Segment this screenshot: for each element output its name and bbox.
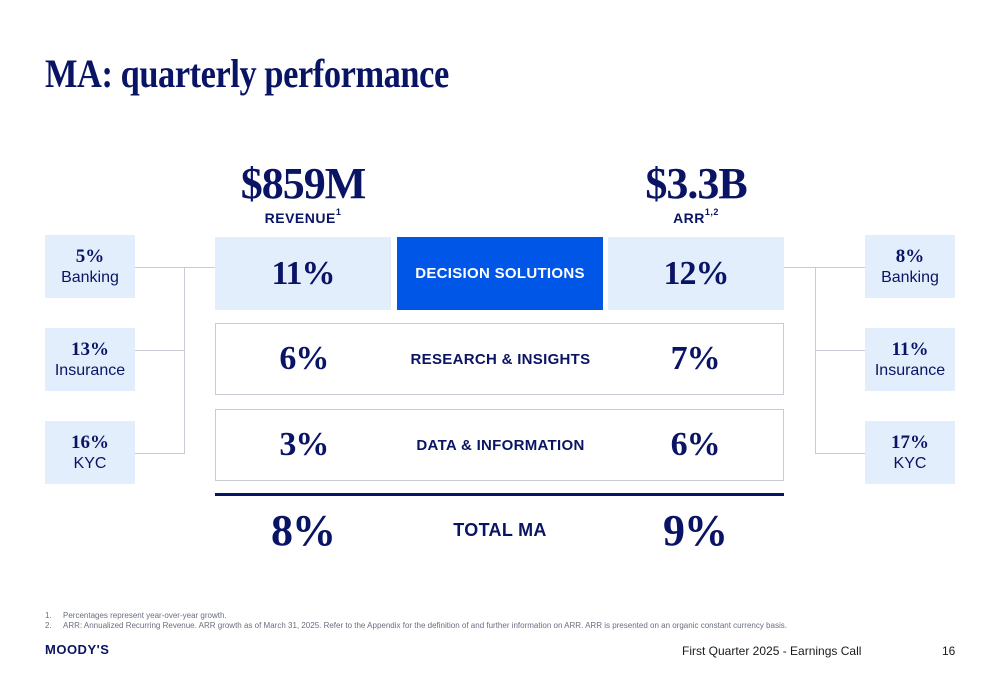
right-banking-name: Banking: [881, 268, 939, 286]
moodys-logo: MOODY'S: [45, 642, 110, 657]
page-title: MA: quarterly performance: [45, 51, 449, 96]
research-insights-label: RESEARCH & INSIGHTS: [410, 350, 591, 368]
revenue-label-footnote-ref: 1: [335, 207, 342, 217]
right-banking-pct: 8%: [895, 245, 925, 267]
revenue-label: REVENUE1: [215, 207, 391, 226]
total-ma-arr-growth: 9%: [663, 505, 728, 555]
right-subsegment-kyc: 17% KYC: [865, 421, 955, 484]
page-number: 16: [942, 644, 956, 658]
right-connector-vertical: [815, 267, 816, 454]
footnote-1-text: Percentages represent year-over-year gro…: [63, 611, 227, 620]
research-insights-arr-growth: 7%: [670, 340, 721, 377]
total-ma-revenue-growth: 8%: [271, 505, 336, 555]
total-ma-label: TOTAL MA: [453, 519, 547, 540]
decision-solutions-revenue-growth: 11%: [271, 254, 335, 292]
revenue-label-text: REVENUE: [264, 210, 336, 226]
left-subsegment-kyc: 16% KYC: [45, 421, 135, 484]
footnote-2: 2. ARR: Annualized Recurring Revenue. ARR…: [45, 621, 787, 630]
left-banking-name: Banking: [61, 268, 119, 286]
arr-label-text: ARR: [673, 210, 705, 226]
left-insurance-name: Insurance: [54, 361, 126, 379]
left-banking-pct: 5%: [75, 245, 105, 267]
data-information-arr-growth: 6%: [670, 426, 721, 463]
decision-solutions-label-cell: DECISION SOLUTIONS: [397, 237, 603, 310]
arr-value: $3.3B: [645, 159, 747, 208]
research-insights-row: 6% RESEARCH & INSIGHTS 7%: [215, 323, 784, 395]
left-kyc-pct: 16%: [71, 431, 109, 453]
right-connector-banking: [784, 267, 865, 268]
left-kyc-name: KYC: [73, 454, 107, 472]
decision-solutions-arr-growth: 12%: [663, 254, 730, 292]
total-ma-row: 8% TOTAL MA 9%: [215, 502, 784, 558]
left-connector-vertical: [184, 267, 185, 454]
data-information-revenue-growth: 3%: [279, 426, 329, 463]
footnote-1: 1. Percentages represent year-over-year g…: [45, 611, 227, 620]
right-connector-kyc: [815, 453, 865, 454]
left-insurance-pct: 13%: [71, 338, 109, 360]
right-insurance-name: Insurance: [874, 361, 946, 379]
decision-solutions-arr-cell: 12%: [608, 237, 784, 310]
left-connector-kyc: [135, 453, 185, 454]
right-kyc-name: KYC: [893, 454, 927, 472]
left-connector-banking: [135, 267, 215, 268]
footnote-1-num: 1.: [45, 611, 52, 620]
footer-event: First Quarter 2025 - Earnings Call: [682, 644, 862, 658]
left-subsegment-insurance: 13% Insurance: [45, 328, 135, 391]
arr-label-footnote-ref: 1,2: [704, 207, 719, 217]
right-kyc-pct: 17%: [891, 431, 929, 453]
decision-solutions-revenue-cell: 11%: [215, 237, 391, 310]
research-insights-revenue-growth: 6%: [279, 340, 329, 377]
footnote-2-text: ARR: Annualized Recurring Revenue. ARR g…: [63, 621, 787, 630]
footnote-2-num: 2.: [45, 621, 52, 630]
arr-label: ARR1,2: [608, 207, 784, 226]
data-information-row: 3% DATA & INFORMATION 6%: [215, 409, 784, 481]
data-information-label: DATA & INFORMATION: [416, 436, 585, 454]
total-divider: [215, 493, 784, 496]
revenue-value: $859M: [240, 159, 367, 208]
left-connector-insurance: [135, 350, 185, 351]
right-subsegment-insurance: 11% Insurance: [865, 328, 955, 391]
left-subsegment-banking: 5% Banking: [45, 235, 135, 298]
right-connector-insurance: [815, 350, 865, 351]
right-insurance-pct: 11%: [891, 338, 929, 360]
right-subsegment-banking: 8% Banking: [865, 235, 955, 298]
decision-solutions-label: DECISION SOLUTIONS: [415, 265, 585, 282]
